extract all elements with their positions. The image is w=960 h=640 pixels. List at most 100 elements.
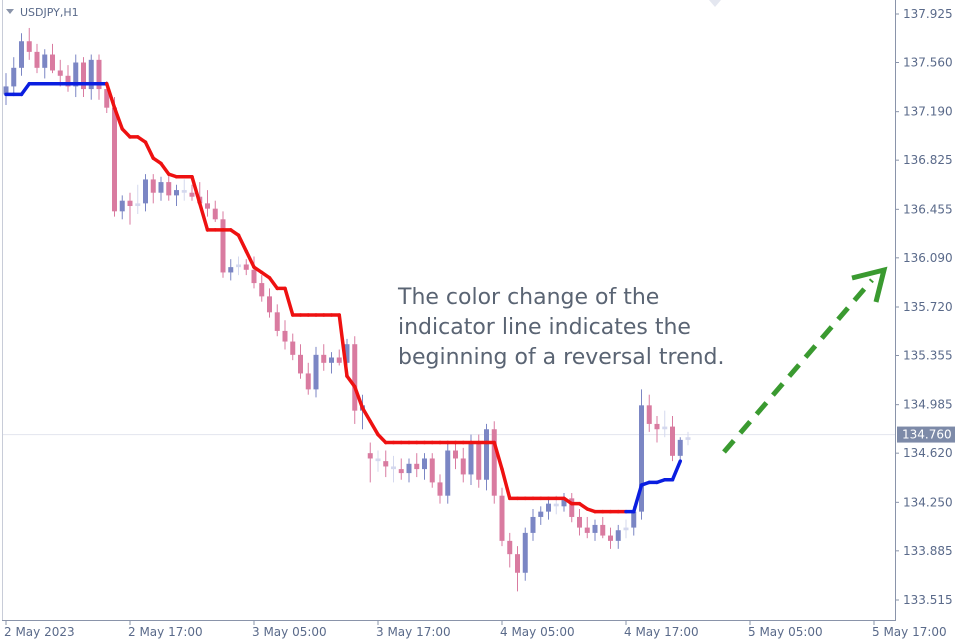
- candle: [383, 450, 389, 478]
- candle-body: [375, 458, 381, 462]
- candle: [460, 447, 466, 483]
- candle: [236, 256, 241, 276]
- dropdown-triangle-icon[interactable]: [6, 9, 14, 14]
- candle-body: [158, 182, 164, 193]
- candle-body: [677, 439, 683, 456]
- candle: [654, 415, 660, 443]
- candle-body: [468, 442, 474, 475]
- candle: [34, 43, 40, 74]
- candle-body: [321, 354, 327, 363]
- price-axis-ticks: 137.925 137.560 137.190 136.825 136.455 136.0…: [895, 7, 953, 607]
- candle-body: [553, 503, 559, 507]
- candle-body: [135, 203, 141, 207]
- candle: [491, 421, 497, 504]
- indicator-segment: [368, 419, 380, 437]
- candle-body: [584, 527, 590, 533]
- candle-body: [119, 200, 125, 212]
- candle-body: [336, 357, 342, 363]
- indicator-segment: [500, 467, 512, 501]
- candle-body: [538, 511, 544, 517]
- arrow-shaft: [722, 278, 874, 454]
- candle-body: [112, 107, 117, 212]
- price-tick-label: 137.560: [903, 56, 953, 70]
- price-tick-label: 136.455: [903, 202, 953, 216]
- price-tick-label: 137.925: [903, 7, 953, 21]
- candle: [608, 527, 613, 549]
- candle-body: [608, 535, 613, 541]
- candle: [11, 57, 17, 95]
- indicator-segment: [632, 483, 644, 514]
- candle: [437, 474, 443, 504]
- candle: [3, 73, 9, 106]
- candle: [174, 184, 179, 207]
- indicator-segment: [353, 384, 365, 410]
- candle-body: [654, 423, 660, 430]
- indicator-segment: [198, 201, 210, 232]
- candle-body: [282, 330, 288, 342]
- candle-body: [104, 89, 110, 108]
- indicator-segment: [19, 82, 31, 97]
- time-axis-ticks: 2 May 2023 2 May 17:00 3 May 05:00 3 May 17…: [4, 620, 947, 639]
- candle-body: [367, 453, 373, 459]
- price-tick-label: 133.885: [903, 544, 953, 558]
- candle-body: [453, 450, 458, 459]
- indicator-segment: [105, 82, 117, 110]
- indicator-segment: [159, 161, 171, 176]
- candle: [112, 97, 117, 217]
- candle: [205, 190, 210, 217]
- candle: [639, 389, 644, 520]
- candle: [127, 192, 133, 225]
- candle: [685, 431, 691, 446]
- indicator-segment: [244, 249, 256, 269]
- candle-body: [19, 41, 24, 68]
- candle-body: [150, 179, 156, 193]
- candle: [158, 176, 164, 201]
- candle-body: [236, 264, 241, 268]
- candle-body: [220, 219, 226, 273]
- price-tick-label: 134.620: [903, 446, 953, 460]
- candle: [422, 453, 427, 480]
- current-price-badge: 134.760: [897, 426, 955, 443]
- candle: [336, 349, 342, 366]
- annotation-line-2: indicator line indicates the: [398, 315, 691, 340]
- candle: [445, 442, 451, 504]
- indicator-segment: [120, 127, 132, 139]
- price-tick-label: 136.090: [903, 251, 953, 265]
- candle-body: [143, 179, 148, 204]
- candle-body: [499, 495, 505, 541]
- candle-body: [11, 67, 17, 87]
- price-badge-bg: [897, 426, 955, 443]
- price-tick-label: 133.515: [903, 593, 953, 607]
- candle-body: [181, 190, 187, 193]
- indicator-segment: [670, 459, 682, 482]
- time-tick-label: 5 May 05:00: [748, 625, 823, 639]
- candle-body: [484, 429, 489, 480]
- candle: [375, 450, 381, 472]
- candle: [26, 27, 32, 60]
- price-tick-label: 135.720: [903, 300, 953, 314]
- candle: [677, 437, 683, 462]
- candle: [507, 532, 513, 568]
- candle: [189, 184, 195, 201]
- candle-body: [429, 458, 435, 483]
- price-tick-label: 134.250: [903, 495, 953, 509]
- candle: [305, 362, 311, 395]
- candle-body: [73, 62, 79, 87]
- candle: [166, 174, 172, 201]
- candle: [298, 344, 303, 379]
- time-tick-label: 4 May 05:00: [500, 625, 575, 639]
- candle-body: [274, 312, 280, 331]
- candle-body: [476, 442, 482, 480]
- candle-body: [344, 344, 350, 363]
- time-tick-label: 3 May 05:00: [252, 625, 327, 639]
- candle: [367, 442, 373, 483]
- candle: [212, 200, 218, 222]
- candle-body: [205, 203, 210, 209]
- candle-body: [34, 51, 40, 68]
- candle: [600, 516, 606, 539]
- candle: [414, 453, 420, 478]
- candle-body: [228, 267, 234, 273]
- annotation-line-3: beginning of a reversal trend.: [398, 345, 725, 370]
- time-tick-label: 2 May 2023: [4, 625, 75, 639]
